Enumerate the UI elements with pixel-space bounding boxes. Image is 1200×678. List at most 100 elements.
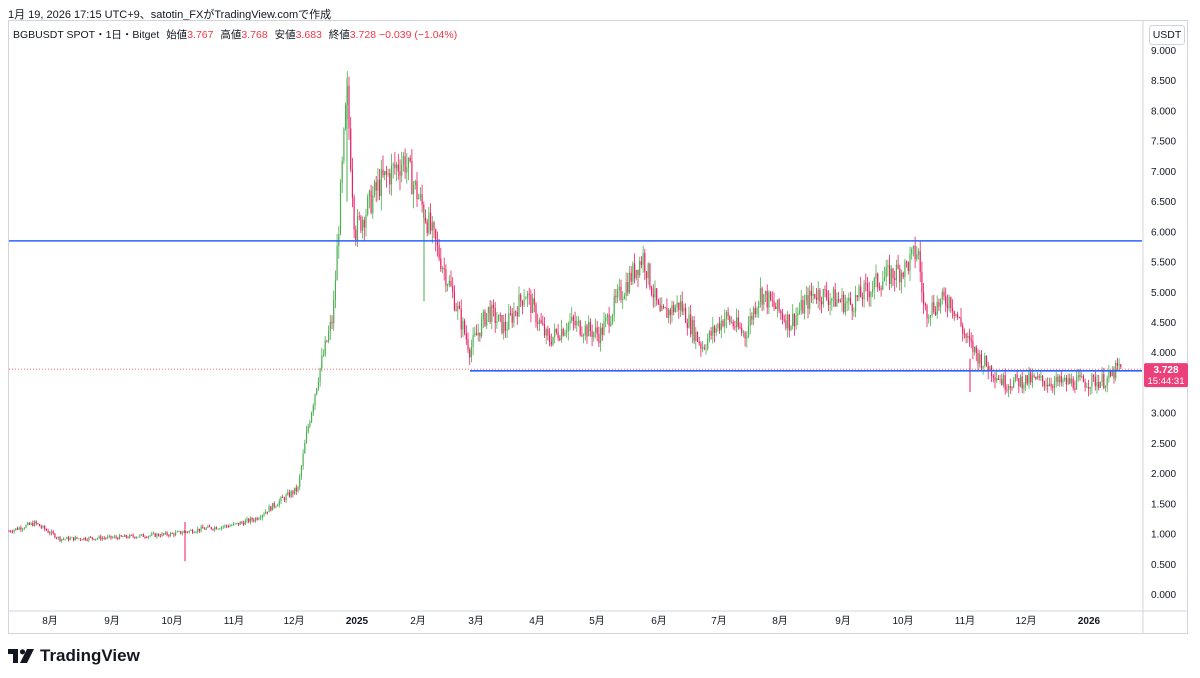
candle-body xyxy=(929,315,931,318)
candle-body xyxy=(829,300,831,305)
symbol-label[interactable]: BGBUSDT SPOT・1日・Bitget xyxy=(13,29,160,41)
candle-body xyxy=(730,321,733,323)
time-tick-label: 6月 xyxy=(651,615,667,627)
candle-body xyxy=(603,321,605,335)
price-tick-label: 5.500 xyxy=(1151,258,1176,269)
candle-body xyxy=(545,329,547,336)
candle-body xyxy=(611,315,614,323)
candle-body xyxy=(237,522,240,525)
candle-body xyxy=(487,306,489,314)
price-tick-label: 0.000 xyxy=(1151,590,1176,601)
candle-body xyxy=(360,216,362,231)
candle-body xyxy=(1072,378,1074,388)
candle-body xyxy=(924,304,926,306)
candle-body xyxy=(312,405,314,413)
candle-body xyxy=(676,302,678,308)
candle-body xyxy=(443,268,445,270)
candle-body xyxy=(294,487,296,494)
candle-body xyxy=(967,335,969,338)
candle-body xyxy=(496,321,498,323)
candle-body xyxy=(1031,375,1033,383)
candle-body xyxy=(406,167,408,173)
candle-body xyxy=(154,533,156,537)
candle-body xyxy=(142,534,144,537)
candle-body xyxy=(202,526,204,529)
candle-body xyxy=(686,322,688,328)
candle-body xyxy=(316,388,318,395)
candle-body xyxy=(552,336,554,345)
price-axis[interactable]: 9.000 8.500 8.000 7.500 7.000 6.500 6.000 5.500… xyxy=(1151,46,1176,601)
candle-body xyxy=(353,197,355,230)
candle-body xyxy=(322,354,325,356)
candle-body xyxy=(350,128,352,170)
price-tick-label: 2.500 xyxy=(1151,439,1176,450)
candle-body xyxy=(345,104,347,129)
candle-body xyxy=(214,527,216,530)
candle-body xyxy=(275,506,277,508)
candle-body xyxy=(118,535,121,540)
candle-body xyxy=(465,333,467,340)
candle-body xyxy=(989,366,991,372)
candle-body xyxy=(841,294,843,302)
candle-body xyxy=(999,379,1001,381)
candle-body xyxy=(317,381,319,389)
currency-unit-button[interactable]: USDT xyxy=(1149,25,1185,45)
time-tick-label: 4月 xyxy=(529,615,545,627)
candle-body xyxy=(866,283,869,292)
candle-body xyxy=(525,298,527,300)
candle-body xyxy=(958,317,960,319)
candle-body xyxy=(129,534,131,538)
tradingview-logo[interactable]: TradingView xyxy=(8,646,140,666)
time-tick-label: 2025 xyxy=(346,616,369,627)
price-tick-label: 8.500 xyxy=(1151,76,1176,87)
candle-body xyxy=(1098,381,1100,388)
candle-body xyxy=(872,289,874,293)
candle-body xyxy=(1113,369,1115,379)
candle-body xyxy=(355,229,357,241)
candle-body xyxy=(605,317,607,322)
candle-body xyxy=(304,443,306,454)
candle-body xyxy=(761,288,763,305)
candle-body xyxy=(241,522,243,523)
candle-body xyxy=(963,333,965,335)
candle-body xyxy=(535,304,537,323)
candle-body xyxy=(640,261,642,265)
candle-body xyxy=(593,332,595,338)
candle-body xyxy=(751,316,753,320)
candle-body xyxy=(135,537,138,539)
candle-body xyxy=(287,492,289,495)
candle-body xyxy=(25,525,27,528)
candle-body xyxy=(1062,380,1064,383)
candle-body xyxy=(69,538,71,541)
candle-body xyxy=(885,267,887,278)
candle-body xyxy=(394,164,396,169)
candle-body xyxy=(457,305,459,311)
candle-body xyxy=(448,280,450,286)
candle-body xyxy=(649,263,651,288)
price-tick-label: 7.000 xyxy=(1151,167,1176,178)
candle-body xyxy=(501,314,503,333)
time-axis[interactable]: 8月 9月 10月 11月 12月 2025 2月 3月 4月 5月 6月 7月 8月 9月 10月 11月 1… xyxy=(42,615,1100,627)
candle-body xyxy=(57,536,59,538)
candle-body xyxy=(130,534,132,536)
candle-body xyxy=(15,528,17,530)
candle-body xyxy=(798,310,801,314)
candle-body xyxy=(662,305,665,308)
candle-body xyxy=(708,331,710,340)
candle-body xyxy=(418,197,420,200)
candle-body xyxy=(892,268,894,279)
candle-body xyxy=(756,307,758,315)
price-tick-label: 9.000 xyxy=(1151,46,1176,57)
candle-body xyxy=(657,300,659,305)
candle-body xyxy=(35,521,37,524)
candle-body xyxy=(297,486,299,492)
candle-body xyxy=(195,531,197,533)
candle-body xyxy=(105,538,107,539)
candle-body xyxy=(49,532,51,534)
candle-body xyxy=(220,526,223,529)
candle-body xyxy=(1064,377,1066,381)
candle-body xyxy=(873,278,875,290)
candle-body xyxy=(817,289,819,300)
candle-body xyxy=(271,503,274,511)
